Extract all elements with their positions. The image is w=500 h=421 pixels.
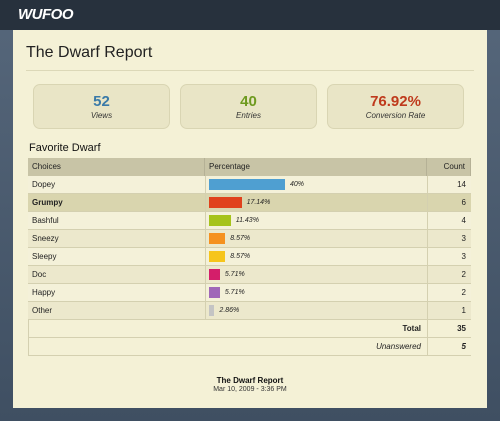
stat-label: Entries — [236, 111, 261, 120]
percent-label: 8.57% — [230, 253, 251, 260]
column-divider — [205, 302, 206, 320]
summary-label: Total — [402, 324, 421, 333]
choice-label: Dopey — [32, 180, 56, 189]
choice-label: Doc — [32, 270, 47, 279]
summary-value: 5 — [427, 338, 471, 356]
choice-label: Other — [32, 306, 53, 315]
percent-label: 8.57% — [230, 235, 251, 242]
column-divider — [205, 230, 206, 248]
column-divider — [427, 212, 428, 230]
percent-bar — [209, 269, 220, 280]
column-divider — [427, 230, 428, 248]
table-row[interactable]: Doc 5.71% 2 — [28, 266, 471, 284]
table-row[interactable]: Other 2.86% 1 — [28, 302, 471, 320]
percent-label: 5.71% — [224, 289, 245, 296]
percent-label: 40% — [290, 181, 305, 188]
column-divider — [427, 194, 428, 212]
column-header: Percentage — [205, 158, 427, 176]
percent-bar — [209, 197, 242, 208]
summary-row — [28, 320, 471, 338]
count: 2 — [461, 288, 466, 297]
stat-label: Views — [90, 111, 113, 120]
percent-label: 2.86% — [219, 307, 240, 314]
percent-bar — [209, 305, 215, 316]
column-divider — [427, 302, 428, 320]
table-row[interactable]: Dopey 40% 14 — [28, 176, 471, 194]
stat-box: 40 Entries — [180, 84, 317, 129]
column-divider — [205, 176, 206, 194]
count: 2 — [461, 270, 466, 279]
footer-date: Mar 10, 2009 - 3:36 PM — [213, 386, 287, 393]
summary-value: 35 — [427, 320, 471, 338]
top-bar: WUFOO — [0, 0, 500, 30]
logo[interactable]: WUFOO — [18, 6, 74, 23]
percent-bar — [209, 233, 226, 244]
column-divider — [205, 284, 206, 302]
count: 1 — [461, 306, 466, 315]
stat-value: 40 — [240, 93, 257, 110]
percent-label: 11.43% — [235, 217, 259, 224]
choice-label: Sleepy — [32, 252, 57, 261]
stat-box: 76.92% Conversion Rate — [327, 84, 464, 129]
choice-label: Grumpy — [32, 198, 63, 207]
percent-bar — [209, 287, 220, 298]
table-row[interactable]: Sneezy 8.57% 3 — [28, 230, 471, 248]
divider — [26, 70, 474, 71]
percent-bar — [209, 215, 231, 226]
column-divider — [427, 176, 428, 194]
report-title: The Dwarf Report — [26, 44, 153, 61]
summary-label: Unanswered — [376, 342, 421, 351]
stat-label: Conversion Rate — [365, 111, 426, 120]
percent-bar — [209, 179, 285, 190]
column-divider — [427, 248, 428, 266]
column-header: Choices — [28, 158, 205, 176]
count: 6 — [461, 198, 466, 207]
section-title: Favorite Dwarf — [29, 142, 101, 154]
column-divider — [205, 194, 206, 212]
table-row[interactable]: Grumpy 17.14% 6 — [28, 194, 471, 212]
count: 3 — [461, 252, 466, 261]
table-row[interactable]: Sleepy 8.57% 3 — [28, 248, 471, 266]
choice-label: Sneezy — [32, 234, 59, 243]
choice-label: Happy — [32, 288, 56, 297]
choice-label: Bashful — [32, 216, 59, 225]
column-header: Count — [427, 158, 471, 176]
summary-row — [28, 338, 471, 356]
column-divider — [427, 284, 428, 302]
column-divider — [205, 266, 206, 284]
percent-label: 5.71% — [224, 271, 245, 278]
table-row[interactable]: Happy 5.71% 2 — [28, 284, 471, 302]
stat-box: 52 Views — [33, 84, 170, 129]
table-row[interactable]: Bashful 11.43% 4 — [28, 212, 471, 230]
count: 3 — [461, 234, 466, 243]
stat-value: 76.92% — [370, 93, 421, 110]
stat-value: 52 — [93, 93, 110, 110]
footer-title: The Dwarf Report — [216, 376, 284, 385]
column-divider — [205, 248, 206, 266]
count: 14 — [457, 180, 466, 189]
count: 4 — [461, 216, 466, 225]
percent-bar — [209, 251, 226, 262]
percent-label: 17.14% — [246, 199, 271, 206]
column-divider — [427, 266, 428, 284]
column-divider — [205, 212, 206, 230]
